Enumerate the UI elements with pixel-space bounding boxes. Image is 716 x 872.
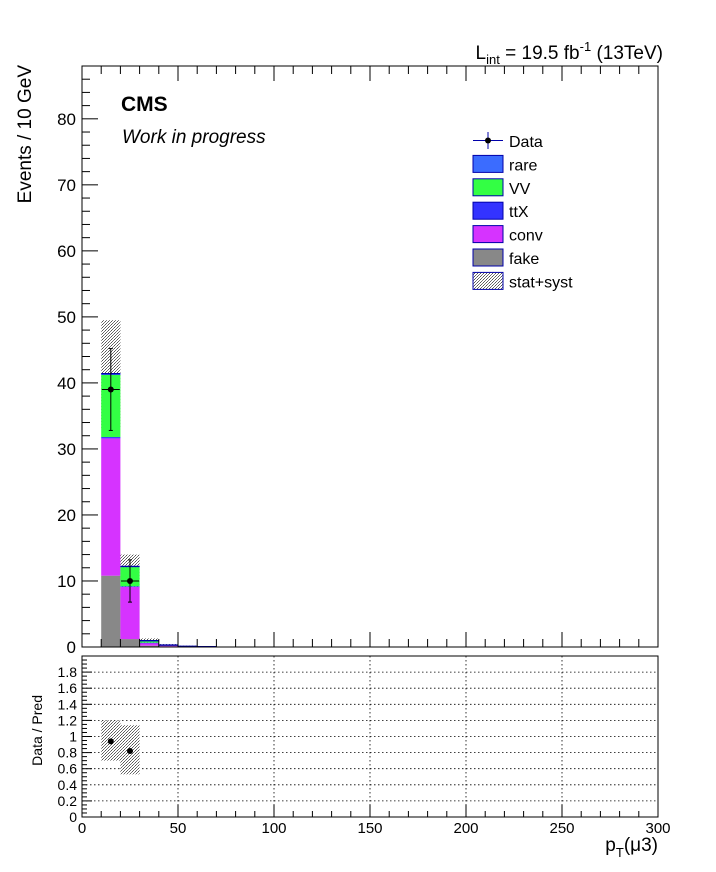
- legend-label-ttx: ttX: [509, 204, 529, 221]
- main-y-tick-label: 20: [57, 506, 76, 525]
- ratio-y-tick-label: 0.8: [58, 745, 78, 761]
- legend-data-marker: [485, 137, 491, 144]
- lumi-sup: -1: [580, 39, 592, 54]
- legend-swatch-ttx: [472, 201, 504, 220]
- bar-ttx: [101, 437, 121, 439]
- ratio-y-tick-label: 1: [69, 729, 77, 745]
- legend-swatch-conv: [472, 225, 504, 244]
- ratio-point: [107, 738, 114, 745]
- legend-label-rare: rare: [509, 157, 538, 174]
- lumi-sub: int: [486, 52, 500, 67]
- x-tick-label: 150: [357, 820, 382, 837]
- lumi-mid: = 19.5 fb: [500, 43, 580, 64]
- ratio-point: [127, 747, 133, 754]
- ratio-y-tick-label: 1.4: [58, 696, 78, 712]
- main-plot-frame: [81, 65, 659, 648]
- ratio-y-tick-label: 0.2: [58, 793, 78, 809]
- cms-label: CMS: [121, 93, 168, 116]
- x-axis-title: pT(μ3): [605, 835, 658, 860]
- data-point: [127, 577, 133, 584]
- status-label: Work in progress: [122, 127, 266, 148]
- legend-label-band: stat+syst: [509, 274, 573, 291]
- x-axis-title-rest: (μ3): [624, 835, 658, 856]
- x-tick-label: 100: [261, 820, 286, 837]
- main-y-tick-label: 40: [57, 374, 76, 393]
- bar-fake: [139, 645, 159, 647]
- x-tick-label: 0: [78, 820, 86, 837]
- bar-conv: [101, 438, 121, 576]
- ratio-y-tick-label: 0: [69, 809, 77, 825]
- legend-swatch-band: [472, 271, 504, 290]
- lumi-label: Lint = 19.5 fb-1 (13TeV): [476, 39, 663, 67]
- bar-conv: [120, 586, 140, 640]
- main-y-tick-label: 0: [67, 638, 76, 657]
- main-y-tick-label: 10: [57, 572, 76, 591]
- main-y-tick-label: 30: [57, 440, 76, 459]
- x-tick-label: 50: [170, 820, 187, 837]
- ratio-y-axis-title: Data / Pred: [29, 695, 45, 766]
- legend: Data rare VV ttX conv fake stat+syst: [472, 132, 573, 291]
- main-y-axis-title: Events / 10 GeV: [15, 65, 36, 204]
- x-tick-label: 200: [453, 820, 478, 837]
- bar-ttx: [139, 642, 159, 644]
- x-tick-label: 250: [549, 820, 574, 837]
- lumi-prefix: L: [476, 43, 487, 64]
- legend-label-data: Data: [509, 134, 543, 151]
- bar-conv: [139, 643, 159, 646]
- bar-conv: [158, 645, 178, 647]
- x-axis-title-base: p: [605, 835, 616, 856]
- main-y-tick-label: 80: [57, 110, 76, 129]
- ratio-y-tick-label: 1.6: [58, 680, 78, 696]
- ratio-y-tick-label: 0.4: [58, 777, 78, 793]
- x-tick-label: 300: [645, 820, 670, 837]
- main-y-tick-label: 50: [57, 308, 76, 327]
- ratio-y-tick-label: 1.2: [58, 712, 78, 728]
- legend-swatch-rare: [472, 154, 504, 173]
- main-y-tick-label: 60: [57, 242, 76, 261]
- bar-fake: [101, 575, 121, 647]
- x-axis-title-sub: T: [616, 845, 624, 860]
- legend-label-fake: fake: [509, 251, 539, 268]
- legend-label-conv: conv: [509, 228, 543, 245]
- data-point: [107, 386, 114, 393]
- main-plot: 0 10 20 30 40 50 60 70 80: [57, 65, 659, 657]
- main-y-tick-label: 70: [57, 176, 76, 195]
- bar-vv: [139, 641, 159, 643]
- ratio-y-tick-label: 0.6: [58, 761, 78, 777]
- ratio-y-tick-label: 1.8: [58, 664, 78, 680]
- ratio-plot: 00.20.40.60.811.21.41.61.8 0 50 100 150 200 25…: [58, 655, 671, 837]
- legend-label-vv: VV: [509, 181, 531, 198]
- bar-fake: [120, 639, 140, 647]
- lumi-suffix: (13TeV): [591, 43, 663, 64]
- legend-swatch-fake: [472, 248, 504, 267]
- legend-swatch-vv: [472, 178, 504, 197]
